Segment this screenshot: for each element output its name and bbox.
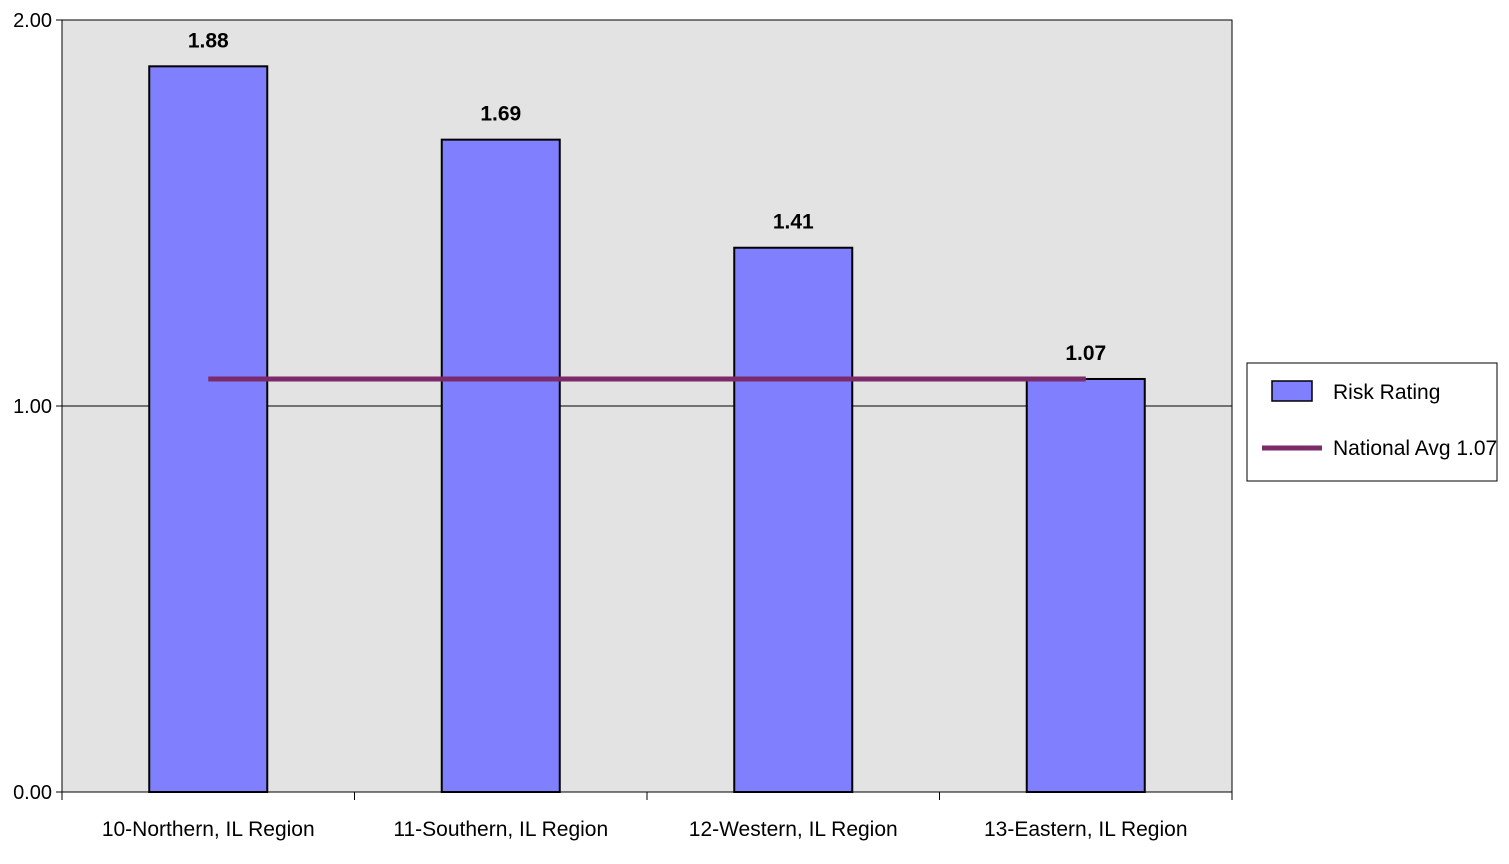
data-label-4: 1.07 <box>1065 342 1106 365</box>
data-label-2: 1.69 <box>480 103 521 126</box>
axes <box>56 19 1233 800</box>
labels: 0.00 1.00 2.00 1.88 10-Northern, IL Region 1.… <box>13 10 1187 841</box>
bars <box>148 65 1146 794</box>
bar-1 <box>148 65 269 793</box>
legend-label-risk-rating: Risk Rating <box>1333 381 1440 404</box>
legend-bar-swatch <box>1271 380 1313 402</box>
data-label-3: 1.41 <box>773 211 814 234</box>
y-tick-label-0: 0.00 <box>13 782 52 804</box>
y-tick-label-1: 1.00 <box>13 396 52 418</box>
legend: Risk Rating National Avg 1.07 <box>1246 362 1498 482</box>
category-label-4: 13-Eastern, IL Region <box>984 818 1188 841</box>
category-label-2: 11-Southern, IL Region <box>393 818 608 841</box>
data-label-1: 1.88 <box>188 29 229 52</box>
legend-label-national-avg: National Avg 1.07 <box>1333 437 1497 460</box>
y-tick-label-2: 2.00 <box>13 10 52 32</box>
category-label-3: 12-Western, IL Region <box>689 818 898 841</box>
bar-4 <box>1025 377 1146 793</box>
bar-3 <box>733 246 854 794</box>
category-label-1: 10-Northern, IL Region <box>102 818 315 841</box>
bar-2 <box>440 138 561 794</box>
